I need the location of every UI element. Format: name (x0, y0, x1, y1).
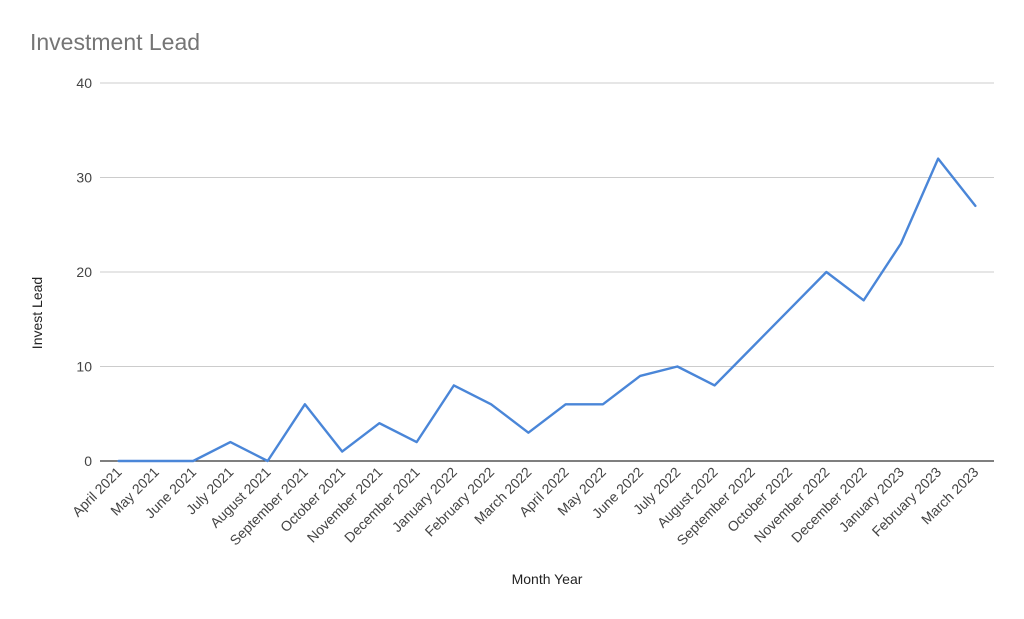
chart-title: Investment Lead (30, 29, 200, 55)
data-point (228, 440, 233, 445)
series-line (117, 157, 977, 463)
data-point (861, 298, 866, 303)
data-point (340, 449, 345, 454)
data-point (600, 402, 605, 407)
y-axis-title: Invest Lead (29, 277, 45, 349)
data-point (191, 459, 196, 464)
data-point (116, 459, 121, 464)
data-point (749, 345, 754, 350)
y-tick-label: 20 (76, 264, 92, 280)
data-point (265, 459, 270, 464)
y-tick-label: 0 (84, 453, 92, 469)
data-point (898, 241, 903, 246)
y-tick-label: 30 (76, 170, 92, 186)
data-point (824, 270, 829, 275)
data-point (377, 421, 382, 426)
data-point (563, 402, 568, 407)
data-point (638, 373, 643, 378)
data-point (973, 203, 978, 208)
data-point (675, 364, 680, 369)
data-point (153, 459, 158, 464)
data-point (526, 430, 531, 435)
y-tick-label: 10 (76, 359, 92, 375)
data-point (451, 383, 456, 388)
data-point (787, 307, 792, 312)
y-tick-label: 40 (76, 75, 92, 91)
series-layer (116, 156, 978, 464)
data-point (936, 156, 941, 161)
data-point (489, 402, 494, 407)
y-axis-ticks: 0 10 20 30 40 (76, 75, 92, 469)
data-point (414, 440, 419, 445)
gridlines (100, 82, 994, 462)
x-axis-title: Month Year (512, 571, 583, 587)
data-point (302, 402, 307, 407)
data-point (712, 383, 717, 388)
